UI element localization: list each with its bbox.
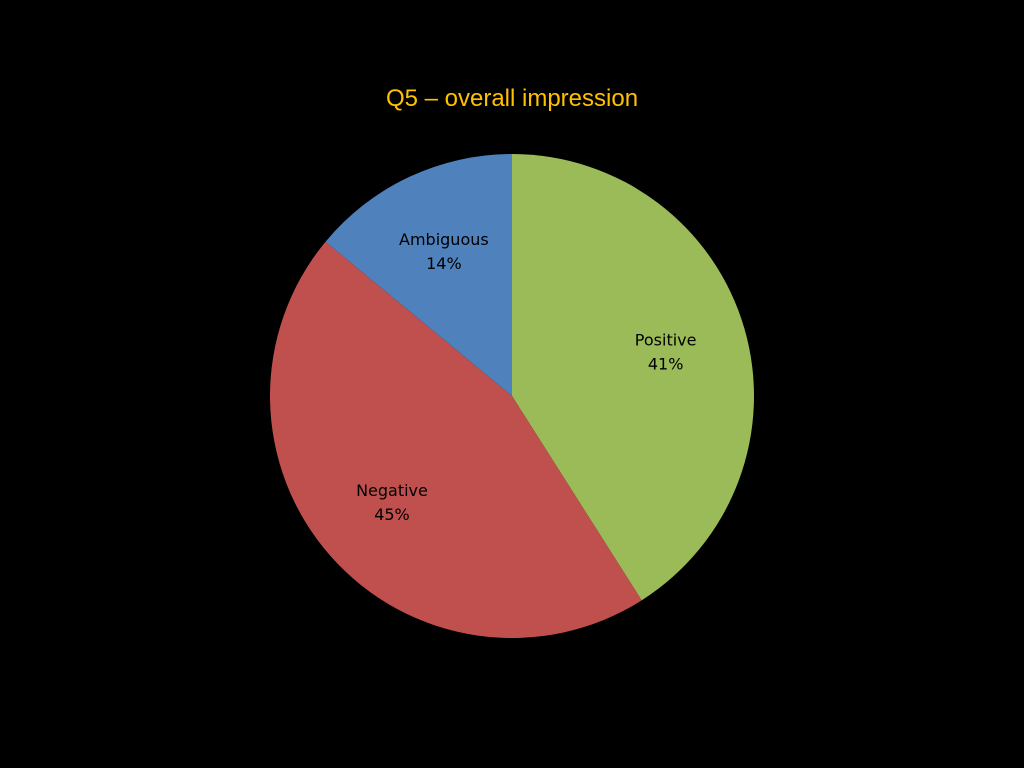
slice-label-negative: Negative 45% bbox=[356, 481, 428, 524]
slice-percent-label: 45% bbox=[374, 505, 410, 524]
slice-category-label: Ambiguous bbox=[399, 230, 489, 249]
slice-category-label: Negative bbox=[356, 481, 428, 500]
chart-title: Q5 – overall impression bbox=[385, 85, 639, 112]
slice-category-label: Positive bbox=[635, 330, 697, 349]
slice-percent-label: 14% bbox=[426, 254, 462, 273]
slice-label-positive: Positive 41% bbox=[635, 330, 697, 373]
pie-slice-negative bbox=[269, 241, 642, 638]
slice-label-ambiguous: Ambiguous 14% bbox=[399, 230, 489, 273]
pie-slice-positive bbox=[512, 154, 754, 601]
pie-slice-ambiguous bbox=[325, 154, 512, 396]
slice-percent-label: 41% bbox=[648, 354, 684, 373]
pie-slices bbox=[269, 154, 754, 638]
pie-labels: Positive 41% Negative 45% Ambiguous 14% bbox=[356, 230, 696, 524]
